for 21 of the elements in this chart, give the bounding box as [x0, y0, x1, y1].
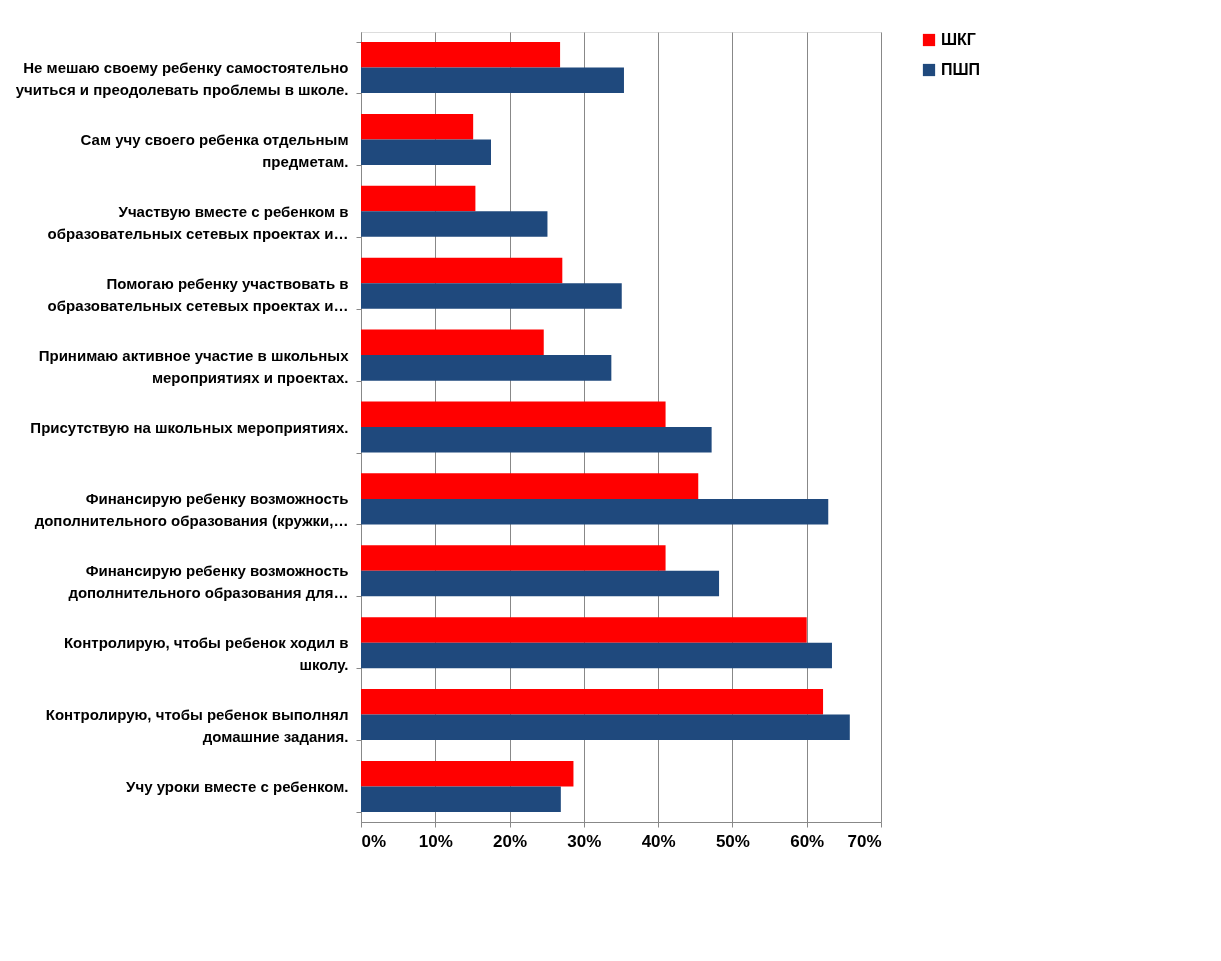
x-tick-label: 10%: [418, 831, 453, 851]
y-tick-label: Принимаю активное участие в школьных мероприятиях и проектах.: [38, 346, 350, 386]
x-tick-label: 40%: [641, 831, 676, 851]
y-tick-label: Контролирую, чтобы ребенок выполнял домашние задания.: [45, 706, 349, 746]
x-tick-label: 30%: [567, 831, 602, 851]
y-tick-label: Помогаю ребенку участвовать в образовательных сетевых проектах и…: [47, 274, 349, 314]
y-tick-label: Участвую вместе с ребенком в образовательных сетевых проектах и…: [47, 202, 349, 242]
y-tick-label: Контролирую, чтобы ребенок ходил в школу.: [63, 634, 349, 674]
y-tick-label: Присутствую на школьных мероприятиях.: [30, 418, 349, 436]
x-tick-label: 60%: [790, 831, 825, 851]
y-tick-label: Учу уроки вместе с ребенком.: [126, 777, 349, 795]
y-tick-label: Финансирую ребенку возможность дополнительного образования (кружки,…: [34, 490, 349, 530]
y-tick-label: Сам учу своего ребенка отдельным предметам.: [80, 130, 349, 170]
x-tick-label: 20%: [493, 831, 528, 851]
x-tick-label: 0%: [361, 831, 387, 851]
legend-label: ПШП: [941, 61, 981, 78]
x-tick-label: 50%: [715, 831, 750, 851]
y-tick-label: Финансирую ребенку возможность дополнительного образования для…: [68, 562, 349, 602]
legend-label: ШКГ: [941, 31, 976, 48]
x-tick-label: 70%: [847, 831, 882, 851]
y-tick-label: Не мешаю своему ребенку самостоятельно учиться и преодолевать проблемы в школе.: [15, 59, 349, 99]
